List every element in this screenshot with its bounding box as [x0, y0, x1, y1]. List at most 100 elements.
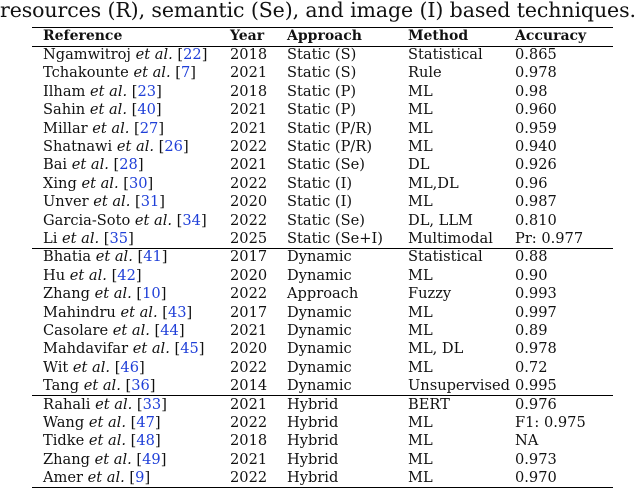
citation-link[interactable]: 41 [143, 248, 162, 266]
citation-link[interactable]: 31 [140, 193, 160, 211]
accuracy-cell: 0.90 [515, 266, 548, 284]
approach-cell: Dynamic [287, 248, 352, 266]
accuracy-cell: 0.96 [515, 174, 548, 192]
table-row: Tchakounte et al. [7] 2021 Static (S) Rule 0… [0, 64, 640, 82]
table-row: Amer et al. [9] 2022 Hybrid ML 0.970 [0, 469, 640, 487]
citation-link[interactable]: 42 [117, 266, 136, 284]
table-header-row: Reference Year Approach Method Accuracy [0, 27, 640, 45]
reference-cell: Xing et al. [30] [43, 174, 154, 192]
et-al: et al. [133, 64, 171, 82]
citation-link[interactable]: 26 [164, 138, 183, 155]
citation-link[interactable]: 28 [119, 156, 138, 174]
citation-link[interactable]: 40 [137, 101, 156, 119]
approach-cell: Static (Se) [287, 211, 365, 229]
year-cell: 2021 [230, 156, 268, 174]
table-row: Unver et al. [31] 2020 Static (I) ML 0.987 [0, 193, 640, 211]
method-cell: ML [408, 469, 433, 487]
approach-cell: Hybrid [287, 432, 339, 450]
author-name: Bai [43, 156, 68, 174]
citation-link[interactable]: 35 [109, 230, 129, 247]
citation-link[interactable]: 10 [142, 285, 161, 303]
accuracy-cell: Pr: 0.977 [515, 230, 584, 247]
author-name: Millar [43, 119, 88, 137]
et-al: et al. [94, 450, 132, 468]
citation-link[interactable]: 45 [180, 340, 199, 358]
header-reference: Reference [43, 28, 123, 44]
table-row: Ngamwitroj et al. [22] 2018 Static (S) Stat… [0, 46, 640, 64]
year-cell: 2020 [230, 340, 268, 358]
table-row: Sahin et al. [40] 2021 Static (P) ML 0.960 [0, 101, 640, 119]
table-row: Bhatia et al. [41] 2017 Dynamic Statistical… [0, 248, 640, 266]
accuracy-cell: 0.865 [515, 46, 557, 63]
citation-link[interactable]: 34 [182, 211, 201, 229]
approach-cell: Static (I) [287, 193, 353, 211]
citation-link[interactable]: 46 [120, 358, 139, 376]
citation-link[interactable]: 22 [183, 46, 202, 63]
table-row: Casolare et al. [44] 2021 Dynamic ML 0.89 [0, 322, 640, 340]
accuracy-cell: NA [515, 432, 539, 450]
approach-cell: Static (P) [287, 101, 357, 119]
citation-link[interactable]: 48 [136, 432, 155, 450]
accuracy-cell: 0.978 [515, 64, 557, 82]
table-header-rule [32, 45, 613, 47]
table-top-rule [32, 27, 613, 29]
reference-cell: Mahdavifar et al. [45] [43, 340, 205, 358]
et-al: et al. [71, 156, 109, 174]
citation-link[interactable]: 36 [131, 377, 150, 395]
reference-cell: Wang et al. [47] [43, 414, 161, 431]
group-separator-rule [32, 247, 613, 249]
author-name: Mahdavifar [43, 340, 129, 358]
table-row: Mahdavifar et al. [45] 2020 Dynamic ML, DL 0… [0, 340, 640, 358]
citation-link[interactable]: 9 [135, 469, 145, 487]
reference-cell: Zhang et al. [10] [43, 285, 167, 303]
table-row: Rahali et al. [33] 2021 Hybrid BERT 0.976 [0, 396, 640, 414]
citation-link[interactable]: 23 [137, 82, 157, 100]
approach-cell: Static (Se+I) [287, 230, 383, 247]
header-year: Year [230, 28, 265, 44]
et-al: et al. [134, 211, 173, 229]
citation-link[interactable]: 33 [142, 395, 162, 413]
author-name: Casolare [43, 322, 109, 339]
author-name: Ngamwitroj [43, 46, 131, 63]
year-cell: 2014 [230, 377, 268, 395]
citation-link[interactable]: 27 [139, 119, 159, 137]
citation-link[interactable]: 43 [167, 303, 187, 321]
citation-link[interactable]: 47 [136, 414, 155, 431]
citation-link[interactable]: 44 [160, 322, 179, 339]
accuracy-cell: 0.997 [515, 303, 557, 321]
method-cell: DL [408, 156, 430, 174]
table-row: Hu et al. [42] 2020 Dynamic ML 0.90 [0, 267, 640, 285]
accuracy-cell: 0.995 [515, 377, 557, 395]
citation-link[interactable]: 7 [180, 64, 191, 82]
approach-cell: Dynamic [287, 303, 352, 321]
table-row: Li et al. [35] 2025 Static (Se+I) Multimoda… [0, 230, 640, 248]
approach-cell: Static (Se) [287, 156, 365, 174]
accuracy-cell: 0.993 [515, 285, 557, 303]
year-cell: 2021 [230, 395, 268, 413]
author-name: Amer [43, 469, 83, 487]
reference-cell: Tidke et al. [48] [43, 432, 161, 450]
et-al: et al. [90, 82, 128, 100]
approach-cell: Dynamic [287, 340, 352, 358]
citation-link[interactable]: 49 [142, 450, 161, 468]
author-name: Zhang [43, 285, 90, 303]
et-al: et al. [95, 395, 133, 413]
table-row: Millar et al. [27] 2021 Static (P/R) ML 0.95… [0, 120, 640, 138]
accuracy-cell: 0.88 [515, 248, 548, 266]
accuracy-cell: 0.959 [515, 119, 557, 137]
citation-link[interactable]: 30 [128, 174, 148, 192]
method-cell: ML [408, 82, 433, 100]
approach-cell: Hybrid [287, 414, 339, 431]
table-row: Wang et al. [47] 2022 Hybrid ML F1: 0.975 [0, 414, 640, 432]
et-al: et al. [83, 377, 121, 395]
reference-cell: Shatnawi et al. [26] [43, 138, 189, 155]
year-cell: 2018 [230, 46, 268, 63]
approach-cell: Static (I) [287, 174, 353, 192]
accuracy-cell: F1: 0.975 [515, 414, 586, 431]
group-separator-rule [32, 395, 613, 396]
year-cell: 2021 [230, 64, 268, 82]
accuracy-cell: 0.970 [515, 469, 557, 487]
accuracy-cell: 0.973 [515, 450, 557, 468]
year-cell: 2022 [230, 414, 268, 431]
author-name: Wit [43, 358, 69, 376]
